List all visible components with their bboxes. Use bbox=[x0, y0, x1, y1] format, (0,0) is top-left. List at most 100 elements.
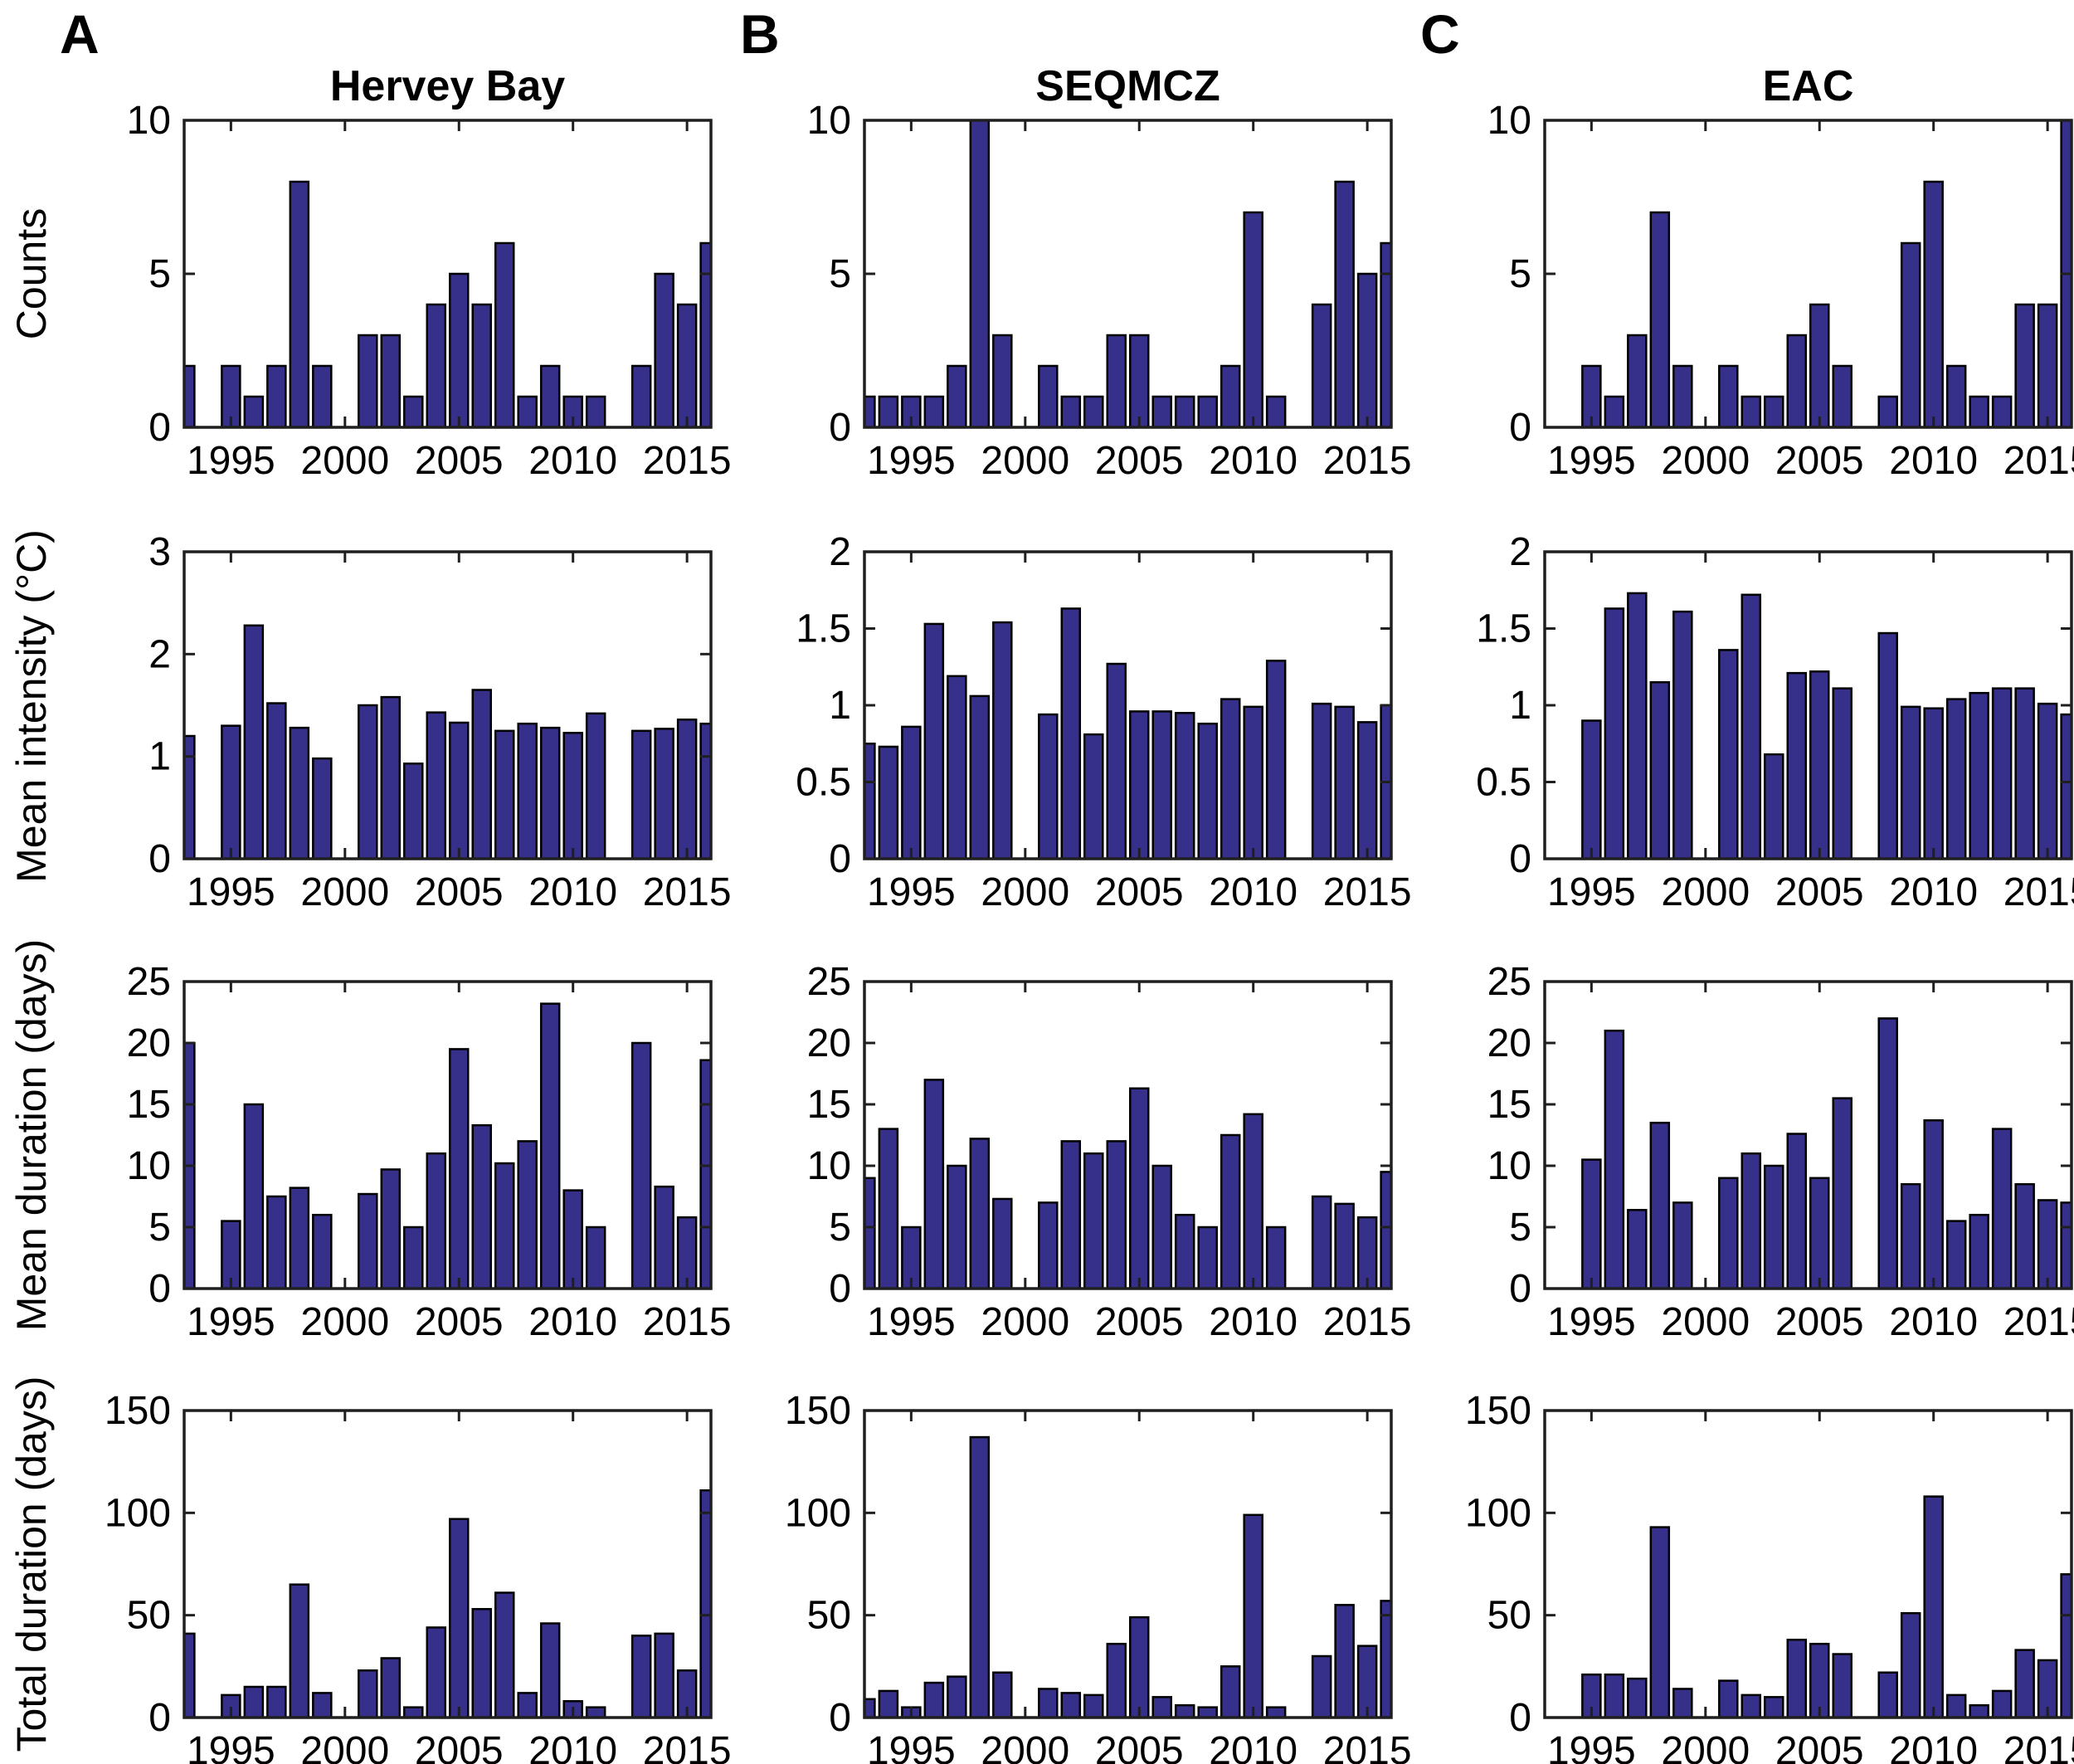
bar-1999 bbox=[992, 621, 1013, 859]
x-tick-label-2010: 2010 bbox=[1889, 439, 1978, 483]
bar-2014 bbox=[2014, 1649, 2035, 1718]
x-tick-label-2000: 2000 bbox=[300, 1729, 389, 1764]
bar-2009 bbox=[539, 1002, 561, 1289]
y-tick-label-15: 15 bbox=[1487, 1083, 1531, 1127]
bar-1998 bbox=[969, 694, 991, 859]
x-tick-label-2000: 2000 bbox=[1661, 1729, 1750, 1764]
bars-group bbox=[1581, 1495, 2072, 1718]
bar-1997 bbox=[266, 364, 287, 427]
y-tick-label-0: 0 bbox=[829, 837, 851, 881]
axis-box bbox=[1543, 980, 2073, 1290]
y-tick-label-0: 0 bbox=[148, 406, 171, 450]
bar-1998 bbox=[289, 1187, 310, 1289]
x-tick-label-2000: 2000 bbox=[981, 439, 1069, 483]
bar-2005 bbox=[448, 1518, 470, 1718]
x-tick-label-1995: 1995 bbox=[1547, 1729, 1636, 1764]
bar-2011 bbox=[1945, 1693, 1967, 1718]
bar-2015 bbox=[1356, 1216, 1378, 1289]
bar-2007 bbox=[1174, 712, 1195, 859]
y-tick-label-150: 150 bbox=[1465, 1389, 1531, 1433]
chart-C-mean-duration-days: 1995 2000 2005 2010 2015 0 5 10 15 20 25 bbox=[1487, 960, 2074, 1344]
y-tick-label-5: 5 bbox=[148, 252, 171, 296]
bar-1998 bbox=[1649, 1526, 1671, 1718]
x-tick-label-2010: 2010 bbox=[1209, 870, 1297, 914]
bar-2009 bbox=[1900, 241, 1921, 427]
x-tick-label-1995: 1995 bbox=[867, 1729, 956, 1764]
y-tick-label-5: 5 bbox=[1509, 252, 1531, 296]
bar-2014 bbox=[2014, 687, 2035, 859]
y-tick-label-0: 0 bbox=[829, 406, 851, 450]
bar-2006 bbox=[1832, 1097, 1852, 1289]
bar-2003 bbox=[1083, 395, 1104, 427]
bar-2014 bbox=[654, 1185, 674, 1289]
y-tick-label-150: 150 bbox=[105, 1389, 171, 1433]
y-tick-label-0: 0 bbox=[1509, 837, 1531, 881]
bar-2015 bbox=[2037, 702, 2058, 859]
y-tick-label-0: 0 bbox=[1509, 1696, 1531, 1740]
bars-group bbox=[864, 1079, 1391, 1289]
bar-2006 bbox=[1832, 1653, 1852, 1718]
bars-group bbox=[184, 180, 711, 427]
x-tick-label-1995: 1995 bbox=[1547, 870, 1636, 914]
bar-1996 bbox=[243, 624, 265, 859]
x-tick-label-1995: 1995 bbox=[867, 439, 956, 483]
bar-2001 bbox=[358, 1669, 378, 1718]
y-tick-label-10: 10 bbox=[1487, 1144, 1531, 1188]
bar-2003 bbox=[403, 1706, 424, 1718]
y-tick-label-0: 0 bbox=[829, 1696, 851, 1740]
y-tick-label-0: 0 bbox=[148, 837, 171, 881]
x-tick-label-2015: 2015 bbox=[2003, 870, 2074, 914]
bar-2010 bbox=[1923, 707, 1944, 859]
x-tick-label-2010: 2010 bbox=[1209, 1300, 1297, 1344]
x-tick-label-2005: 2005 bbox=[1095, 1729, 1184, 1764]
x-tick-label-2005: 2005 bbox=[1775, 870, 1864, 914]
y-tick-label-25: 25 bbox=[807, 960, 851, 1004]
y-tick-label-100: 100 bbox=[105, 1491, 171, 1535]
bar-2004 bbox=[426, 711, 447, 859]
bar-2008 bbox=[1197, 1226, 1218, 1289]
bar-1996 bbox=[923, 1681, 945, 1718]
bar-2006 bbox=[1151, 1164, 1172, 1289]
bar-2013 bbox=[1311, 702, 1332, 859]
y-tick-label-10: 10 bbox=[127, 99, 171, 143]
bar-1998 bbox=[289, 180, 310, 427]
bar-2010 bbox=[1243, 1113, 1263, 1289]
bar-2003 bbox=[1764, 395, 1784, 427]
bar-2006 bbox=[1832, 364, 1852, 427]
y-tick-label-100: 100 bbox=[785, 1491, 851, 1535]
bar-2008 bbox=[1197, 1706, 1218, 1718]
bar-2011 bbox=[1945, 1220, 1967, 1289]
bar-2003 bbox=[1083, 733, 1104, 859]
y-tick-label-0: 0 bbox=[829, 1267, 851, 1311]
bar-2003 bbox=[1764, 1696, 1784, 1718]
bar-2007 bbox=[1174, 395, 1195, 427]
bar-2001 bbox=[358, 704, 378, 859]
x-tick-label-2010: 2010 bbox=[528, 1729, 617, 1764]
bar-2001 bbox=[1718, 364, 1739, 427]
bar-1997 bbox=[1627, 592, 1648, 859]
bar-1997 bbox=[947, 1164, 967, 1289]
chart-A-mean-duration-days: 1995 2000 2005 2010 2015 0 5 10 15 20 25 bbox=[127, 960, 732, 1344]
bars-group bbox=[864, 1435, 1391, 1718]
bar-2013 bbox=[1311, 1195, 1332, 1289]
bar-2004 bbox=[426, 303, 447, 427]
bar-1995 bbox=[1581, 1158, 1602, 1289]
bar-2002 bbox=[1060, 607, 1082, 859]
bar-2003 bbox=[1083, 1152, 1104, 1289]
bar-2015 bbox=[676, 719, 698, 859]
bar-2010 bbox=[1243, 211, 1263, 427]
bar-1999 bbox=[312, 1213, 333, 1289]
bar-2005 bbox=[448, 721, 470, 859]
y-tick-label-50: 50 bbox=[1487, 1594, 1531, 1638]
bar-2015 bbox=[676, 1216, 698, 1289]
y-tick-label-1: 1 bbox=[1509, 684, 1531, 728]
panel-letter-a: A bbox=[60, 3, 100, 65]
bar-2008 bbox=[1877, 1017, 1898, 1289]
y-tick-label-10: 10 bbox=[1487, 99, 1531, 143]
axis-box bbox=[1543, 1409, 2073, 1719]
y-tick-label-0: 0 bbox=[148, 1267, 171, 1311]
y-tick-label-0: 0 bbox=[148, 1696, 171, 1740]
bar-1997 bbox=[947, 364, 967, 427]
